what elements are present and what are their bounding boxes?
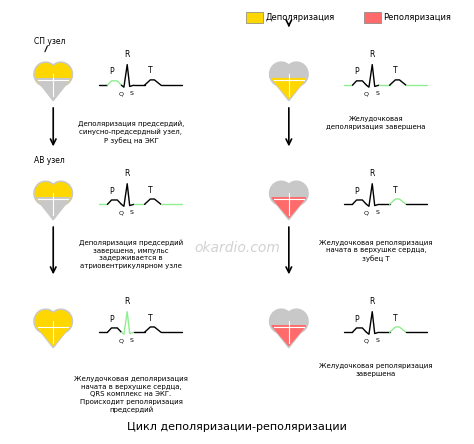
Text: P: P <box>109 67 114 76</box>
Polygon shape <box>272 79 306 99</box>
Text: S: S <box>375 91 379 96</box>
Polygon shape <box>34 76 73 101</box>
Text: P: P <box>109 186 114 195</box>
Text: R: R <box>125 297 130 306</box>
Ellipse shape <box>285 181 308 206</box>
Text: P: P <box>354 67 359 76</box>
Ellipse shape <box>286 63 307 85</box>
Polygon shape <box>34 195 73 220</box>
Text: T: T <box>393 313 398 322</box>
Text: S: S <box>130 210 134 215</box>
Bar <box>364 12 381 24</box>
Ellipse shape <box>34 62 57 86</box>
Polygon shape <box>36 79 70 99</box>
Text: P: P <box>354 186 359 195</box>
Ellipse shape <box>286 311 307 332</box>
Text: okardio.com: okardio.com <box>194 242 280 255</box>
Text: P: P <box>354 314 359 324</box>
Polygon shape <box>36 326 70 345</box>
Ellipse shape <box>36 63 56 85</box>
Text: T: T <box>148 313 153 322</box>
Ellipse shape <box>51 183 71 204</box>
Text: Q: Q <box>364 211 369 216</box>
Ellipse shape <box>34 309 57 333</box>
Polygon shape <box>270 76 308 101</box>
Polygon shape <box>272 198 306 218</box>
Text: S: S <box>375 338 379 343</box>
Text: R: R <box>370 170 375 178</box>
Text: T: T <box>148 186 153 194</box>
Text: S: S <box>130 91 134 96</box>
Text: Деполяризация: Деполяризация <box>265 13 335 22</box>
Polygon shape <box>272 326 306 345</box>
Ellipse shape <box>34 181 57 206</box>
Text: Q: Q <box>364 91 369 97</box>
Text: АВ узел: АВ узел <box>35 156 65 165</box>
Ellipse shape <box>49 309 73 333</box>
Text: R: R <box>370 50 375 59</box>
Ellipse shape <box>271 183 292 204</box>
Ellipse shape <box>286 183 307 204</box>
Text: S: S <box>130 338 134 343</box>
Ellipse shape <box>270 309 293 333</box>
Polygon shape <box>270 195 308 220</box>
Text: T: T <box>393 186 398 194</box>
Text: СП узел: СП узел <box>35 37 66 46</box>
Text: P: P <box>109 314 114 324</box>
Text: Желудочковая реполяризация
начата в верхушке сердца,
зубец Т: Желудочковая реполяризация начата в верх… <box>319 240 433 262</box>
Bar <box>246 12 263 24</box>
Text: Деполяризация предсердий,
синусно-предсердный узел,
P зубец на ЭКГ: Деполяризация предсердий, синусно-предсе… <box>78 120 184 144</box>
Polygon shape <box>34 324 73 348</box>
Ellipse shape <box>271 311 292 332</box>
Text: S: S <box>375 210 379 215</box>
Polygon shape <box>36 198 70 218</box>
Text: Желудочковая реполяризация
завершена: Желудочковая реполяризация завершена <box>319 363 433 377</box>
Ellipse shape <box>36 311 56 332</box>
Ellipse shape <box>49 62 73 86</box>
Text: Q: Q <box>119 91 124 97</box>
Polygon shape <box>270 324 308 348</box>
Text: Q: Q <box>119 211 124 216</box>
Text: R: R <box>125 50 130 59</box>
Ellipse shape <box>36 183 56 204</box>
Ellipse shape <box>285 309 308 333</box>
Ellipse shape <box>270 181 293 206</box>
Text: T: T <box>393 67 398 75</box>
Ellipse shape <box>271 63 292 85</box>
Text: R: R <box>370 297 375 306</box>
Text: R: R <box>125 170 130 178</box>
Ellipse shape <box>285 62 308 86</box>
Text: Q: Q <box>119 339 124 344</box>
Text: Желудочковая деполяризация
начата в верхушке сердца,
QRS комплекс на ЭКГ.
Происх: Желудочковая деполяризация начата в верх… <box>74 377 188 413</box>
Ellipse shape <box>270 62 293 86</box>
Text: T: T <box>148 67 153 75</box>
Ellipse shape <box>51 311 71 332</box>
Text: Q: Q <box>364 339 369 344</box>
Text: Реполяризация: Реполяризация <box>383 13 451 22</box>
Text: Цикл деполяризации-реполяризации: Цикл деполяризации-реполяризации <box>127 422 347 432</box>
Text: Желудочковая
деполяризация завершена: Желудочковая деполяризация завершена <box>326 116 426 130</box>
Ellipse shape <box>51 63 71 85</box>
Ellipse shape <box>49 181 73 206</box>
Text: Деполяризация предсердий
завершена, импульс
задерживается в
атриовентрикулярном : Деполяризация предсердий завершена, импу… <box>79 240 183 269</box>
